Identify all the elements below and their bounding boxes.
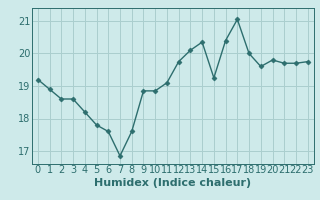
X-axis label: Humidex (Indice chaleur): Humidex (Indice chaleur) (94, 178, 252, 188)
